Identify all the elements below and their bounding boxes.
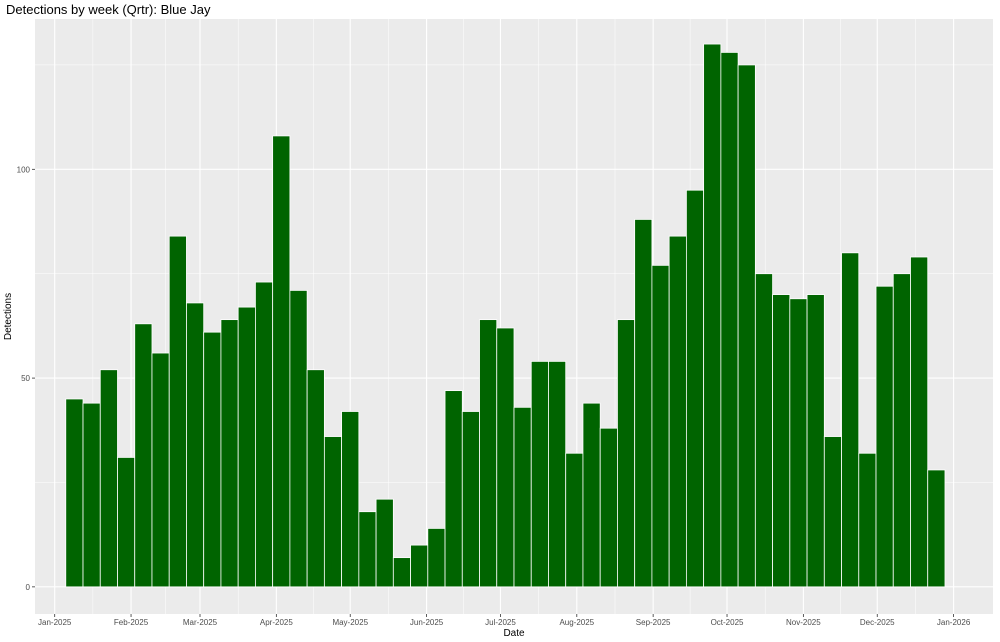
x-tick-label: Feb-2025 — [114, 618, 149, 627]
bar — [134, 323, 153, 588]
y-tick-label: 0 — [26, 583, 31, 592]
bar — [703, 43, 722, 588]
x-tick-label: Oct-2025 — [711, 618, 744, 627]
bar — [548, 360, 567, 588]
bar — [599, 427, 618, 588]
bar — [823, 436, 842, 588]
bar — [444, 390, 463, 588]
bar — [341, 411, 360, 588]
bar — [720, 52, 739, 588]
bar — [99, 369, 118, 588]
bar — [255, 281, 274, 588]
bar — [220, 319, 239, 588]
bar — [754, 273, 773, 588]
y-axis-title: Detections — [3, 293, 14, 340]
bar — [65, 398, 84, 588]
bar — [306, 369, 325, 588]
x-tick-label: Jun-2025 — [410, 618, 444, 627]
bar — [461, 411, 480, 588]
bar — [272, 135, 291, 588]
bar — [772, 294, 791, 588]
y-tick-label: 50 — [21, 374, 30, 383]
bar — [565, 452, 584, 588]
bar — [789, 298, 808, 588]
bar — [392, 557, 411, 588]
x-tick-label: Aug-2025 — [559, 618, 594, 627]
x-tick-label: Sep-2025 — [636, 618, 671, 627]
chart-title: Detections by week (Qrtr): Blue Jay — [6, 2, 211, 17]
bar — [427, 528, 446, 588]
bar — [479, 319, 498, 588]
bar — [927, 469, 946, 588]
bar — [203, 331, 222, 588]
bar — [323, 436, 343, 588]
bar — [375, 498, 394, 588]
bar — [668, 235, 687, 588]
bar — [358, 511, 377, 588]
bar — [151, 352, 170, 588]
bar — [841, 252, 860, 588]
y-axis: 0 50 100 — [17, 165, 35, 592]
bar — [168, 235, 187, 588]
bar — [875, 285, 894, 588]
x-axis-title: Date — [503, 628, 525, 639]
bar — [237, 306, 256, 588]
bar — [82, 402, 101, 588]
bar — [737, 64, 756, 588]
x-tick-label: Apr-2025 — [260, 618, 293, 627]
bars-group — [65, 43, 946, 588]
bar — [617, 319, 636, 588]
x-axis: Jan-2025 Feb-2025 Mar-2025 Apr-2025 May-2025… — [38, 614, 971, 627]
bar — [582, 402, 601, 588]
y-tick-label: 100 — [17, 165, 31, 174]
x-tick-label: May-2025 — [332, 618, 368, 627]
bar — [910, 256, 929, 588]
x-tick-label: Jan-2025 — [38, 618, 72, 627]
bar — [117, 457, 136, 588]
bar — [513, 406, 532, 588]
bar — [806, 294, 825, 588]
bar — [410, 544, 429, 588]
x-tick-label: Jul-2025 — [485, 618, 516, 627]
bar — [289, 290, 308, 588]
bar — [685, 189, 705, 588]
bar — [892, 273, 911, 588]
x-tick-label: Dec-2025 — [860, 618, 895, 627]
bar — [634, 219, 653, 588]
x-tick-label: Mar-2025 — [183, 618, 218, 627]
bar — [651, 264, 670, 588]
x-tick-label: Jan-2026 — [937, 618, 971, 627]
bar — [858, 452, 877, 588]
bar — [186, 302, 205, 588]
x-tick-label: Nov-2025 — [786, 618, 821, 627]
bar — [530, 360, 549, 588]
bar — [496, 327, 515, 588]
